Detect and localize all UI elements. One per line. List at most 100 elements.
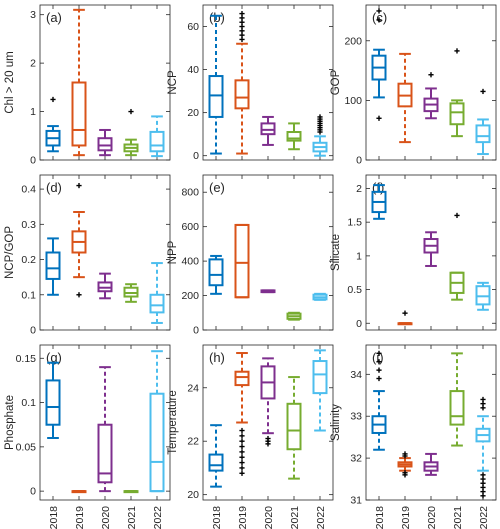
box-series-2019 <box>397 451 413 478</box>
panel: 31 32 33 34 2018 2019 2020 2021 2022 Salinity (i) <box>330 344 497 529</box>
box-series-2019 <box>397 52 413 144</box>
y-tick-label: 0 <box>30 325 36 337</box>
box-iqr <box>45 251 61 280</box>
y-tick-label: 0.1 <box>21 289 36 301</box>
y-tick-label: 20 <box>187 489 199 501</box>
box-iqr <box>286 402 302 451</box>
y-tick-label: 600 <box>181 221 199 233</box>
x-category-label: 2018 <box>374 506 386 529</box>
y-tick-label: 33 <box>350 411 362 423</box>
y-axis-label: NCP/GOP <box>4 226 16 279</box>
box-series-2022 <box>475 396 491 499</box>
box-series-2021 <box>286 311 302 321</box>
y-axis-label: GOP <box>330 69 342 95</box>
outlier-point <box>76 292 82 298</box>
box-series-2020 <box>260 357 276 447</box>
box-series-2018 <box>371 350 387 451</box>
x-category-label: 2019 <box>237 506 249 529</box>
box-series-2020 <box>97 272 113 300</box>
y-tick-label: 0.2 <box>21 254 36 266</box>
x-category-label: 2020 <box>100 506 112 529</box>
y-axis-label: Temperature <box>167 390 179 455</box>
outlier-point <box>376 350 382 356</box>
x-category-label: 2022 <box>478 506 490 529</box>
box-iqr <box>475 124 491 144</box>
box-series-2021 <box>449 352 465 447</box>
box-series-2019 <box>234 223 250 299</box>
outlier-point <box>239 454 245 460</box>
panel-label: (h) <box>209 350 225 365</box>
outlier-point <box>454 212 460 219</box>
panel-label: (d) <box>46 180 62 195</box>
box-iqr <box>234 79 250 110</box>
x-category-label: 2021 <box>126 506 138 529</box>
y-tick-label: 0 <box>356 318 362 330</box>
box-iqr <box>149 130 165 153</box>
panel: 0 0.1 0.2 0.3 0.4 NCP/GOP (d) <box>4 174 171 337</box>
y-tick-label: 100 <box>344 95 362 107</box>
y-tick-label: 0.5 <box>347 284 362 296</box>
x-category-label: 2019 <box>400 506 412 529</box>
y-tick-label: 0.1 <box>21 397 36 409</box>
y-axis-label: Salinity <box>330 404 342 441</box>
outlier-point <box>239 438 245 444</box>
box-series-2022 <box>312 292 328 301</box>
y-tick-label: 1 <box>356 250 362 262</box>
box-series-2019 <box>234 352 250 476</box>
box-series-2020 <box>423 72 439 120</box>
outlier-point <box>128 108 134 115</box>
outlier-point <box>317 114 323 120</box>
box-series-2021 <box>123 283 139 303</box>
y-tick-label: 3 <box>30 9 36 21</box>
box-series-2018 <box>371 8 387 121</box>
outlier-point <box>376 367 382 373</box>
box-series-2018 <box>371 184 387 220</box>
box-iqr <box>149 392 165 493</box>
y-axis-label: NPP <box>167 240 179 264</box>
y-tick-label: 20 <box>187 107 199 119</box>
y-tick-label: 200 <box>181 290 199 302</box>
y-tick-label: 31 <box>350 495 362 507</box>
y-tick-label: 0 <box>193 150 199 162</box>
box-series-2018 <box>45 361 61 439</box>
y-tick-label: 200 <box>344 35 362 47</box>
outlier-point <box>239 433 245 439</box>
box-iqr <box>312 360 328 395</box>
box-series-2020 <box>97 128 113 157</box>
x-category-label: 2019 <box>74 506 86 529</box>
y-tick-label: 0 <box>30 486 36 498</box>
box-series-2020 <box>423 452 439 476</box>
y-tick-label: 0 <box>193 325 199 337</box>
box-series-2019 <box>234 11 250 155</box>
box-series-2018 <box>208 254 224 295</box>
y-tick-label: 0.3 <box>21 219 36 231</box>
box-series-2021 <box>123 108 139 157</box>
box-series-2020 <box>97 366 113 493</box>
y-tick-label: 0.4 <box>21 184 36 196</box>
box-iqr <box>260 122 276 136</box>
outlier-point <box>376 115 382 121</box>
panel: 0 1 2 3 Chl > 20 um (a) <box>4 4 171 167</box>
y-tick-label: 400 <box>181 256 199 268</box>
y-tick-label: 0.05 <box>16 441 37 453</box>
box-series-2019 <box>397 310 413 326</box>
box-series-2018 <box>208 424 224 488</box>
y-axis-label: NCP <box>167 70 179 95</box>
x-category-label: 2020 <box>426 506 438 529</box>
box-series-2019 <box>71 182 87 298</box>
box-series-2018 <box>45 96 61 153</box>
outlier-point <box>402 310 408 316</box>
panel-label: (a) <box>46 10 62 25</box>
outlier-point <box>402 470 408 476</box>
box-series-2022 <box>312 349 328 432</box>
outlier-point <box>480 88 486 95</box>
outlier-point <box>239 11 245 17</box>
x-category-label: 2022 <box>152 506 164 529</box>
box-iqr <box>208 453 224 472</box>
box-series-2022 <box>149 350 165 493</box>
box-series-2022 <box>149 115 165 158</box>
outlier-point <box>402 451 408 457</box>
